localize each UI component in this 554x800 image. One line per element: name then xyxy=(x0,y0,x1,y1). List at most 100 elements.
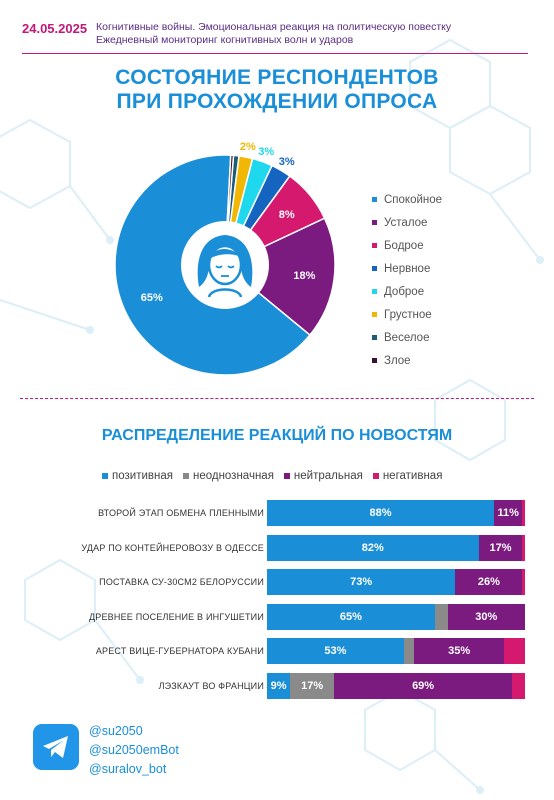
bar-data-label: 9% xyxy=(270,679,287,692)
bar-data-label: 53% xyxy=(324,645,347,657)
pie-data-label: 65% xyxy=(141,292,163,304)
bar-segment: 35% xyxy=(414,638,505,664)
legend-label: Злое xyxy=(384,354,411,367)
bar-row: 73% 26% xyxy=(267,569,525,595)
legend-label: негативная xyxy=(382,470,443,482)
pie-chart-title-line2: ПРИ ПРОХОЖДЕНИИ ОПРОСА xyxy=(116,90,438,113)
bar-data-label: 88% xyxy=(369,507,392,519)
bar-data-label: 17% xyxy=(489,541,512,554)
bar-legend-item: нейтральная xyxy=(283,470,363,482)
report-title: Когнитивные войны. Эмоциональная реакция… xyxy=(96,21,452,33)
bar-category-label: ЛЭЗКАУТ ВО ФРАНЦИИ xyxy=(158,680,264,691)
handle-link[interactable]: @su2050 xyxy=(89,724,143,738)
legend-label: Грустное xyxy=(384,308,432,321)
legend-swatch xyxy=(372,243,377,248)
pie-legend-item: Бодрое xyxy=(372,234,442,257)
legend-label: позитивная xyxy=(112,470,173,482)
bar-data-label: 69% xyxy=(412,679,435,692)
legend-swatch xyxy=(372,358,377,363)
legend-swatch xyxy=(372,220,377,225)
legend-swatch xyxy=(372,289,377,294)
bar-legend-item: позитивная xyxy=(102,470,173,482)
pie-data-label: 3% xyxy=(258,146,274,158)
bar-data-label: 73% xyxy=(350,576,373,588)
pie-legend-item: Доброе xyxy=(372,280,442,303)
bar-segment xyxy=(403,638,415,664)
bar-segment: 11% xyxy=(494,500,523,526)
bar-row: 9% 17% 69% xyxy=(267,672,525,699)
woman-face-icon xyxy=(197,235,253,298)
bar-segment: 88% xyxy=(267,500,495,526)
pie-legend-item: Нервное xyxy=(372,257,442,280)
mood-pie-chart: 65%18%8%3%3%2% xyxy=(114,141,336,376)
bar-segment: 73% xyxy=(267,569,456,595)
legend-label: Веселое xyxy=(384,331,430,344)
pie-data-label: 3% xyxy=(279,156,295,168)
bar-category-label: ВТОРОЙ ЭТАП ОБМЕНА ПЛЕННЫМИ xyxy=(98,508,264,518)
bar-segment: 82% xyxy=(267,534,479,561)
pie-data-label: 2% xyxy=(240,141,256,153)
legend-swatch xyxy=(372,335,377,340)
pie-legend-item: Злое xyxy=(372,349,442,372)
bar-segment xyxy=(434,603,448,630)
legend-label: Доброе xyxy=(384,285,425,298)
report-date: 24.05.2025 xyxy=(22,21,88,36)
bar-data-label: 30% xyxy=(475,610,498,623)
bar-segment: 65% xyxy=(267,603,435,630)
legend-swatch xyxy=(102,473,108,479)
pie-data-label: 18% xyxy=(293,270,315,282)
bar-row: 53% 35% xyxy=(267,638,525,664)
bar-segment: 17% xyxy=(290,672,335,699)
bar-data-label: 82% xyxy=(361,541,384,554)
section-divider xyxy=(20,398,534,399)
bar-segment xyxy=(512,672,525,699)
pie-slice xyxy=(223,217,336,336)
header-divider xyxy=(22,53,528,54)
pie-legend-item: Усталое xyxy=(372,211,442,234)
bar-segment: 30% xyxy=(447,603,525,630)
legend-swatch xyxy=(182,473,189,479)
legend-label: Бодрое xyxy=(384,239,424,252)
bar-chart-title: РАСПРЕДЕЛЕНИЕ РЕАКЦИЙ ПО НОВОСТЯМ xyxy=(101,427,453,444)
bar-segment: 69% xyxy=(334,672,513,699)
pie-chart-title-line1: СОСТОЯНИЕ РЕСПОНДЕНТОВ xyxy=(115,66,439,89)
handle-link[interactable]: @suralov_bot xyxy=(89,762,167,776)
handle-link[interactable]: @su2050emBot xyxy=(89,743,179,757)
bar-segment xyxy=(504,638,525,664)
bar-category-label: АРЕСТ ВИЦЕ-ГУБЕРНАТОРА КУБАНИ xyxy=(95,646,264,656)
bar-data-label: 17% xyxy=(301,679,324,692)
legend-swatch xyxy=(372,197,377,202)
bar-data-label: 35% xyxy=(448,645,471,657)
bar-category-label: УДАР ПО КОНТЕЙНЕРОВОЗУ В ОДЕССЕ xyxy=(81,542,264,553)
legend-label: Усталое xyxy=(384,216,428,229)
bar-category-label: ПОСТАВКА СУ-30СМ2 БЕЛОРУССИИ xyxy=(99,577,264,587)
pie-legend-item: Спокойное xyxy=(372,188,442,211)
bar-row: 65% 30% xyxy=(267,603,525,630)
bar-data-label: 65% xyxy=(339,610,362,623)
legend-label: неоднозначная xyxy=(192,470,274,482)
bar-legend-item: неоднозначная xyxy=(182,470,274,482)
bar-category-label: ДРЕВНЕЕ ПОСЕЛЕНИЕ В ИНГУШЕТИИ xyxy=(88,611,264,622)
pie-legend: Спокойное Усталое Бодрое Нервное Доброе Груст… xyxy=(372,188,442,372)
pie-data-label: 8% xyxy=(279,209,295,221)
legend-swatch xyxy=(283,473,290,479)
bar-segment xyxy=(522,534,525,561)
legend-swatch xyxy=(372,312,377,317)
bar-segment xyxy=(522,500,525,526)
footer-handles: @su2050 @su2050emBot @suralov_bot xyxy=(89,722,179,779)
bar-row: 82% 17% xyxy=(267,534,525,561)
bar-segment: 17% xyxy=(478,534,523,561)
bar-segment: 26% xyxy=(455,569,523,595)
bar-segment: 53% xyxy=(267,638,404,664)
legend-label: нейтральная xyxy=(293,470,363,482)
telegram-icon xyxy=(33,724,79,770)
pie-legend-item: Веселое xyxy=(372,326,442,349)
legend-label: Нервное xyxy=(384,262,431,275)
bar-row: 88% 11% xyxy=(267,500,525,526)
legend-swatch xyxy=(372,266,377,271)
bar-segment xyxy=(522,569,525,595)
bar-segment: 9% xyxy=(267,672,291,699)
report-subtitle: Ежедневный мониторинг когнитивных волн и… xyxy=(96,34,354,46)
legend-label: Спокойное xyxy=(384,193,443,206)
